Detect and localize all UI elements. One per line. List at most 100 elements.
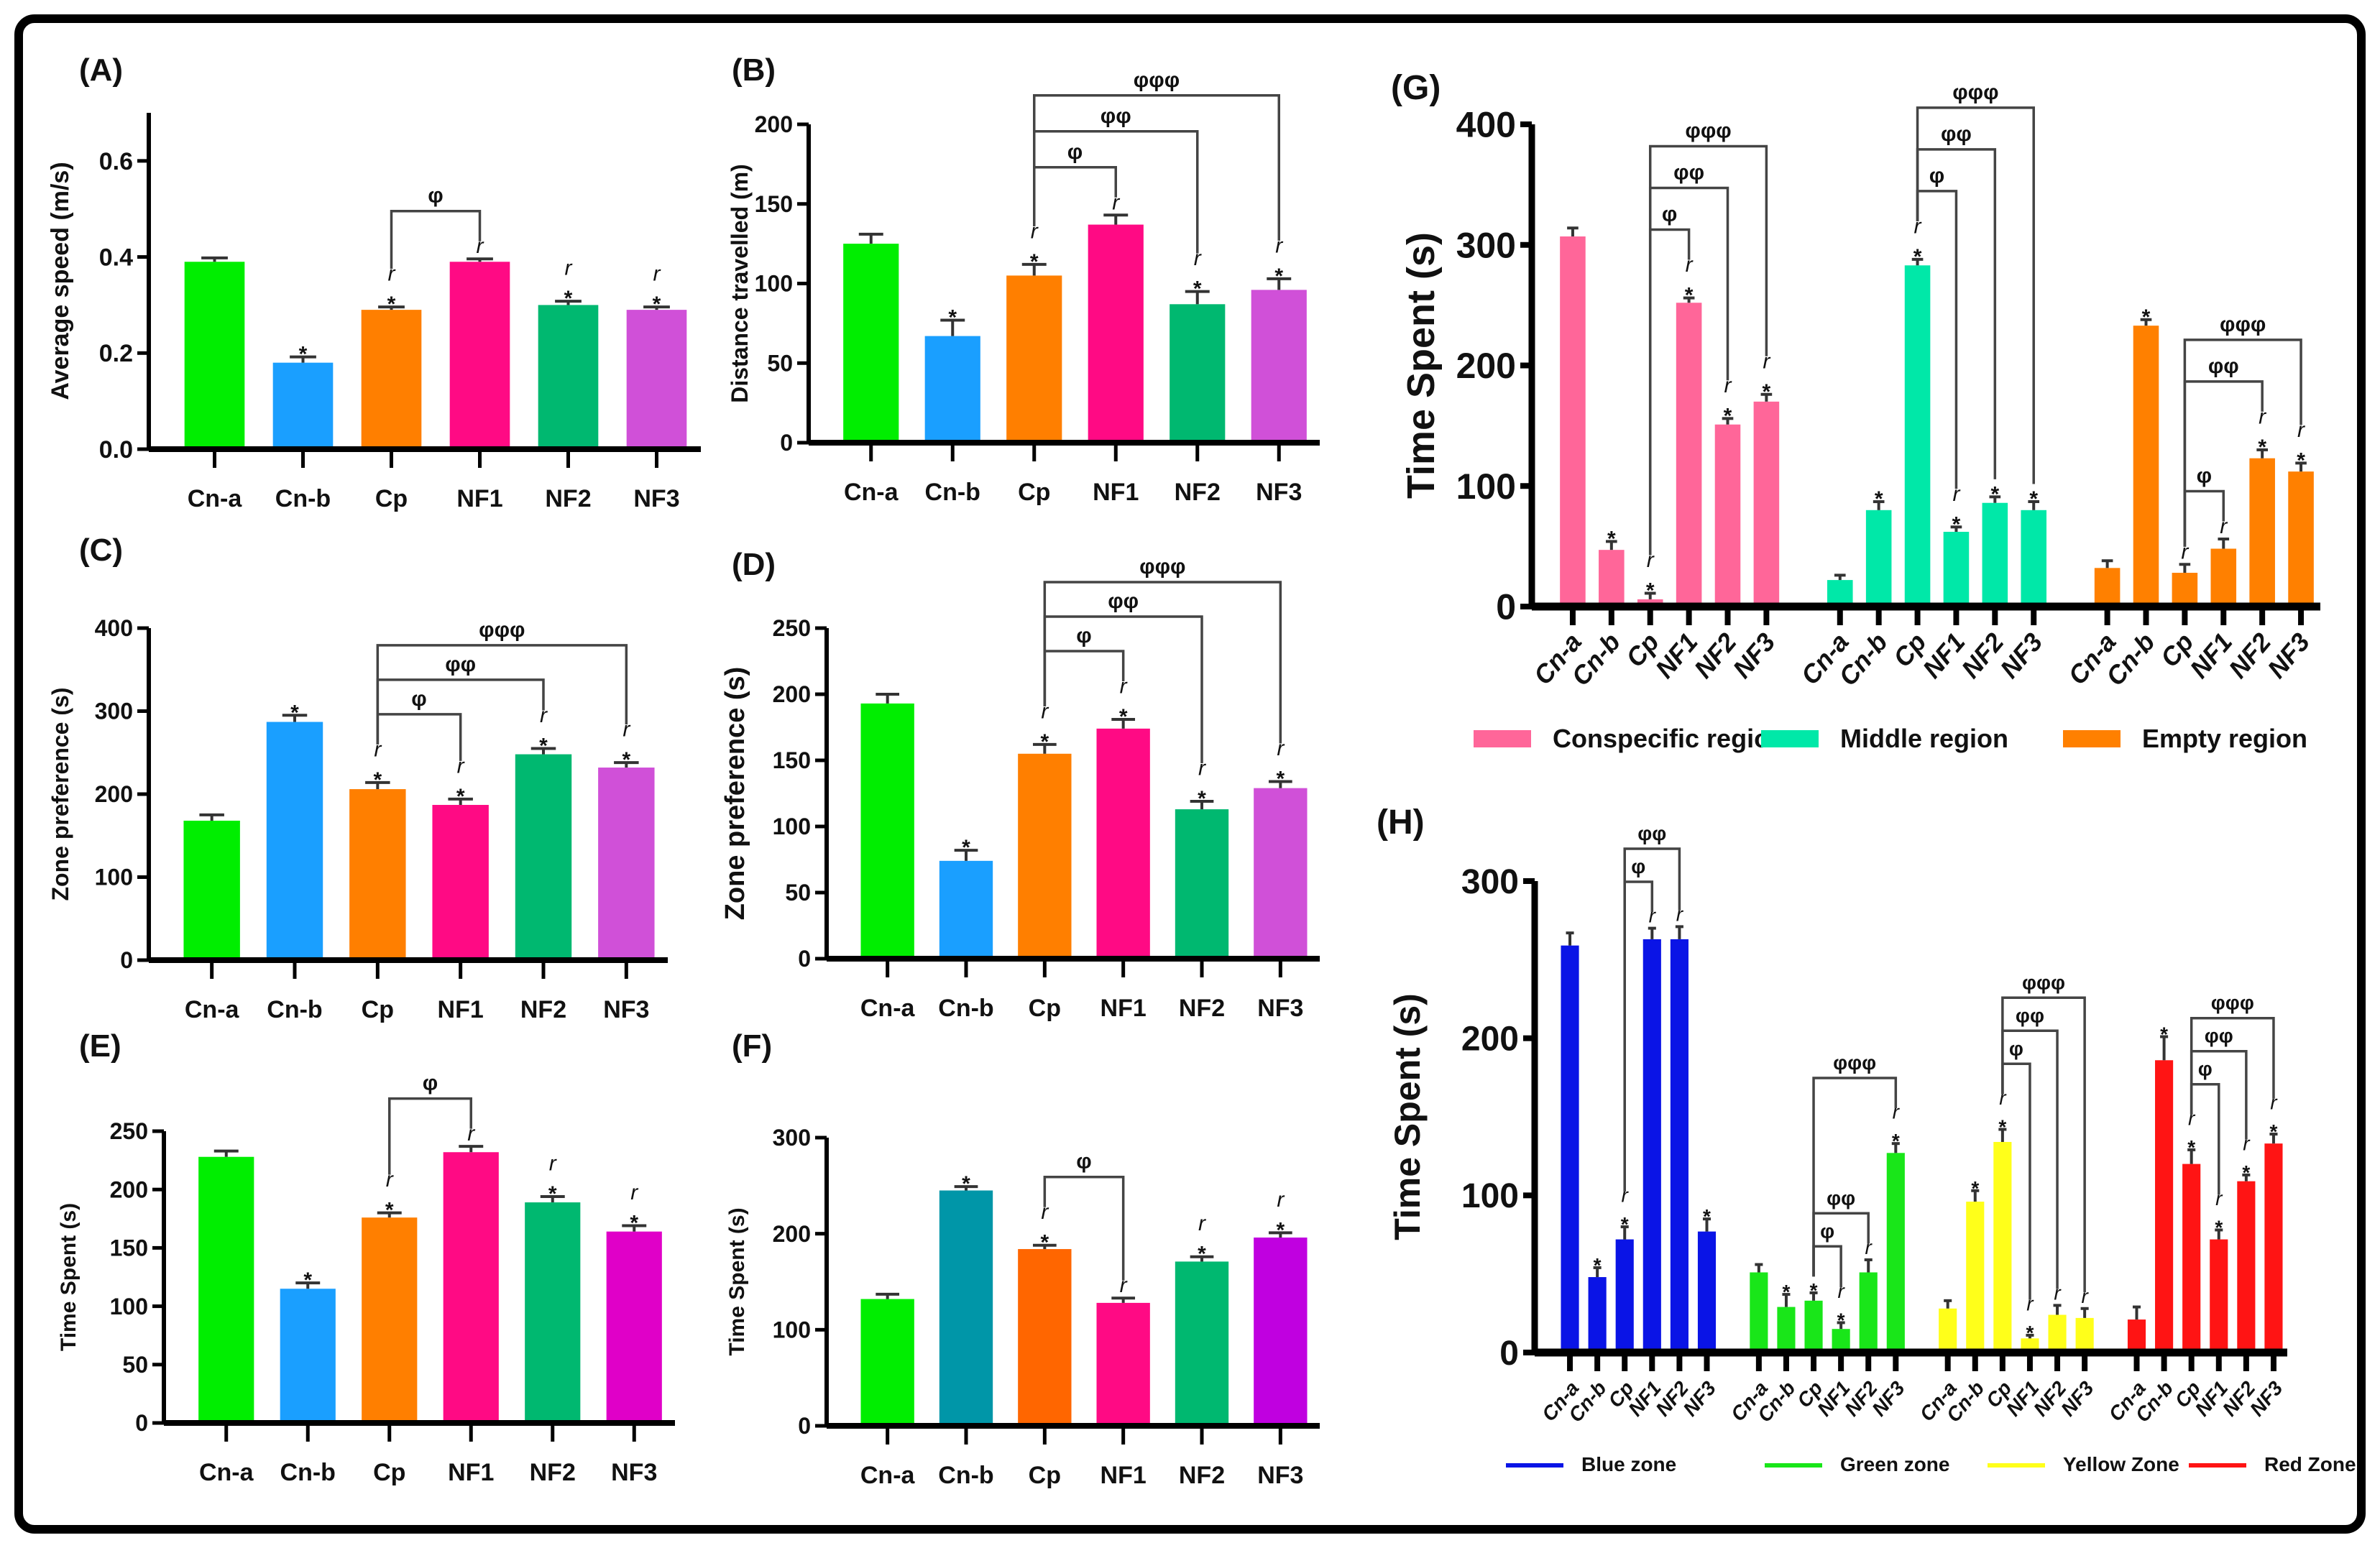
- significance-star: *: [2297, 448, 2305, 472]
- significance-star: *: [1810, 1279, 1818, 1301]
- bar: [1939, 1308, 1957, 1353]
- y-tick-label: 100: [773, 1317, 811, 1343]
- significance-star: *: [385, 1199, 394, 1222]
- bar: [432, 805, 489, 960]
- y-tick-label: 100: [773, 814, 811, 839]
- significance-star: *: [653, 292, 661, 316]
- y-tick-label: 200: [773, 681, 811, 707]
- y-tick-label: 250: [773, 615, 811, 641]
- significance-r-mark: r: [1112, 190, 1120, 214]
- bar: [184, 262, 245, 449]
- significance-r-mark: r: [1676, 903, 1684, 925]
- significance-r-mark: r: [622, 718, 630, 742]
- bar: [2210, 1239, 2228, 1353]
- significance-r-mark: r: [1914, 214, 1922, 238]
- significance-r-mark: r: [457, 754, 465, 778]
- significance-star: *: [1646, 579, 1655, 603]
- significance-r-mark: r: [540, 704, 548, 727]
- bar: [266, 722, 323, 960]
- bar: [2133, 326, 2159, 607]
- significance-bracket: [1043, 1175, 1125, 1281]
- significance-star: *: [1837, 1309, 1845, 1331]
- bar: [1096, 1302, 1150, 1426]
- bar: [1904, 265, 1931, 607]
- y-tick-label: 200: [1456, 346, 1516, 386]
- significance-star: *: [456, 785, 465, 808]
- bar: [1886, 1153, 1905, 1353]
- bar: [1982, 502, 2008, 607]
- x-tick-label: NF1: [1101, 1462, 1147, 1489]
- significance-r-mark: r: [1041, 1200, 1049, 1224]
- significance-r-mark: r: [653, 262, 661, 286]
- x-tick-label: Cn-a: [860, 995, 916, 1022]
- bar: [1676, 303, 1702, 607]
- x-tick-label: NF3: [603, 996, 649, 1023]
- panel-label: (E): [79, 1028, 121, 1064]
- x-tick-label: Cn-b: [275, 485, 331, 512]
- y-tick-label: 300: [773, 1125, 811, 1151]
- significance-r-mark: r: [549, 1151, 557, 1175]
- y-tick-label: 0.6: [99, 148, 133, 175]
- bar: [525, 1202, 581, 1423]
- significance-bracket: [390, 209, 482, 269]
- significance-star: *: [1998, 1115, 2006, 1138]
- significance-r-mark: r: [1999, 1087, 2007, 1109]
- significance-r-mark: r: [1724, 374, 1732, 397]
- bar: [1943, 531, 1970, 607]
- y-axis-label: Time Spent (s): [1400, 232, 1443, 499]
- bracket-label: φφ: [1673, 161, 1704, 185]
- significance-bracket: [1043, 581, 1282, 744]
- bracket-label: φφ: [2208, 354, 2239, 378]
- significance-star: *: [2142, 305, 2151, 329]
- significance-star: *: [1990, 482, 1999, 506]
- significance-star: *: [962, 836, 970, 860]
- significance-r-mark: r: [2081, 1285, 2089, 1307]
- significance-star: *: [2215, 1216, 2223, 1238]
- significance-r-mark: r: [467, 1122, 475, 1146]
- significance-r-mark: r: [1686, 253, 1694, 277]
- bracket-label: φ: [1662, 203, 1677, 226]
- figure-frame: [14, 14, 2366, 1534]
- x-tick-label: Cp: [1029, 995, 1061, 1022]
- bar: [606, 1231, 662, 1423]
- bar: [272, 362, 334, 449]
- significance-star: *: [2270, 1120, 2278, 1143]
- bar: [1804, 1300, 1823, 1353]
- bracket-label: φφφ: [1139, 555, 1185, 579]
- bar: [626, 310, 687, 449]
- bracket-label: φφφ: [1952, 80, 1998, 104]
- y-axis-label: Zone preference (s): [720, 667, 750, 921]
- legend-label: Blue zone: [1581, 1453, 1676, 1475]
- y-axis-label: Average speed (m/s): [47, 162, 74, 400]
- significance-bracket: [2190, 1016, 2275, 1115]
- significance-r-mark: r: [1198, 757, 1206, 780]
- y-tick-label: 150: [110, 1235, 148, 1261]
- significance-r-mark: r: [386, 1168, 394, 1192]
- y-tick-label: 100: [1456, 466, 1516, 507]
- bracket-label: φ: [1076, 624, 1091, 648]
- significance-bracket: [2183, 338, 2302, 547]
- significance-r-mark: r: [2188, 1107, 2196, 1129]
- significance-r-mark: r: [1952, 482, 1960, 506]
- x-tick-label: Cn-a: [199, 1459, 254, 1486]
- bar: [183, 820, 240, 960]
- significance-star: *: [1198, 787, 1206, 811]
- bar: [1088, 224, 1144, 443]
- y-axis-label: Time Spent (s): [57, 1203, 81, 1351]
- bracket-label: φ: [2198, 1058, 2213, 1080]
- bar: [1588, 1277, 1607, 1353]
- significance-star: *: [1274, 264, 1283, 288]
- bar: [1750, 1272, 1768, 1353]
- significance-star: *: [1030, 250, 1039, 274]
- x-tick-label: NF3: [633, 485, 679, 512]
- bar: [2048, 1314, 2067, 1353]
- y-tick-label: 250: [110, 1118, 148, 1144]
- y-tick-label: 200: [95, 781, 133, 807]
- y-tick-label: 50: [122, 1352, 148, 1378]
- significance-star: *: [290, 701, 299, 724]
- bracket-label: φ: [1067, 140, 1083, 164]
- x-tick-label: Cn-a: [860, 1462, 916, 1489]
- bracket-label: φφφ: [2211, 992, 2254, 1014]
- significance-star: *: [1040, 1231, 1049, 1255]
- x-tick-label: NF2: [1179, 995, 1225, 1022]
